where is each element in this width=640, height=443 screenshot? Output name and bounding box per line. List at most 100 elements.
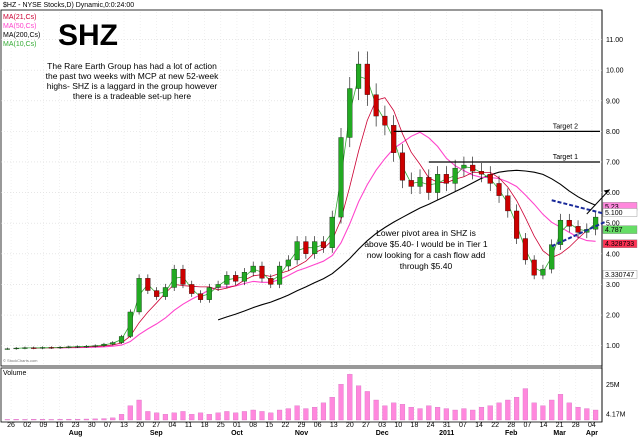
ticker-title: SHZ: [58, 19, 118, 52]
candle-body: [57, 347, 63, 349]
x-date-label: 18: [201, 422, 209, 429]
candle-body: [487, 174, 493, 184]
grid-layer: [1, 12, 602, 420]
volume-bar: [233, 412, 239, 421]
volume-bar: [443, 408, 449, 421]
volume-bar: [31, 418, 37, 421]
candle-body: [364, 63, 370, 95]
volume-bar: [487, 405, 493, 421]
candle-body: [461, 164, 467, 169]
candle-body: [13, 347, 19, 350]
price-tag-label: 3.330747: [605, 272, 634, 279]
volume-bar: [4, 419, 10, 421]
volume-bar: [101, 418, 107, 421]
candle-body: [259, 265, 265, 279]
y-tick-label: 1.00: [606, 343, 620, 350]
pattern-upper-trendline: [551, 199, 606, 215]
candle-body: [408, 180, 414, 187]
x-date-label: 25: [217, 422, 225, 429]
volume-bar: [136, 399, 142, 421]
volume-bar: [470, 409, 476, 421]
volume-bar: [189, 414, 195, 421]
candle-body: [426, 177, 432, 193]
volume-bar: [154, 412, 160, 421]
watermark: © StockCharts.com: [3, 358, 38, 363]
x-date-label: 14: [475, 422, 483, 429]
candle-body: [575, 226, 581, 233]
chart-header: $HZ - NYSE Stocks,D) Dynamic,0:0:24:00: [3, 2, 134, 9]
candle-body: [347, 88, 353, 138]
annotation-mid: Lower pivot area in SHZ is above $5.40- …: [364, 228, 488, 271]
volume-bar: [145, 411, 151, 421]
overlay-layer: Target 2 Target 1: [393, 123, 610, 248]
x-date-label: 14: [540, 422, 548, 429]
candle-body: [505, 195, 511, 212]
annotation-mid-line-1: Lower pivot area in SHZ is: [376, 228, 476, 238]
volume-bar: [224, 411, 230, 421]
candle-body: [303, 241, 309, 254]
x-date-label: 28: [507, 422, 515, 429]
x-month-label: Oct: [231, 430, 243, 437]
candle-body: [224, 275, 230, 285]
volume-bar: [57, 419, 63, 421]
breakout-arrow-shaft: [586, 189, 610, 215]
candle-body: [75, 346, 81, 348]
candle-layer: [4, 51, 599, 350]
volume-bar: [197, 412, 204, 421]
x-date-label: 06: [314, 422, 322, 429]
x-date-label: 04: [588, 422, 596, 429]
x-date-label: 02: [23, 422, 31, 429]
breakout-arrow-head: [603, 189, 610, 194]
candle-body: [162, 287, 168, 297]
ma50-line: [60, 131, 596, 349]
candle-body: [22, 347, 28, 349]
candle-body: [382, 115, 388, 126]
volume-bar: [39, 419, 46, 421]
annotation-mid-line-2: above $5.40- I would be in Tier 1: [364, 239, 488, 249]
x-date-label: 01: [233, 422, 241, 429]
candle-body: [356, 63, 362, 89]
candle-body: [171, 268, 177, 288]
annotation-mid-line-3: now looking for a cash flow add: [367, 250, 486, 260]
candle-body: [233, 275, 239, 282]
candle-body: [329, 216, 335, 248]
volume-layer: [4, 374, 599, 421]
volume-bar: [382, 405, 388, 421]
volume-bar: [13, 419, 19, 421]
candle-body: [593, 216, 599, 230]
candle-body: [557, 219, 564, 245]
pattern-lower-trendline: [551, 220, 607, 248]
price-tag-box: [602, 208, 638, 217]
candle-body: [417, 177, 423, 187]
candle-body: [531, 259, 537, 276]
volume-bar: [22, 419, 28, 421]
candle-body: [189, 284, 195, 294]
volume-bar: [118, 414, 125, 421]
x-date-label: 27: [152, 422, 160, 429]
target-label: Target 1: [553, 154, 578, 161]
volume-bar: [557, 394, 564, 421]
legend-ma200: MA(200,Cs): [3, 32, 40, 39]
volume-bar: [426, 405, 432, 421]
volume-bar: [329, 396, 335, 421]
x-date-label: 18: [411, 422, 419, 429]
volume-bar: [285, 408, 291, 421]
candle-body: [276, 265, 283, 285]
volume-bar: [320, 402, 327, 421]
volume-bar: [312, 406, 318, 421]
x-date-label: 22: [281, 422, 289, 429]
y-tick-label: 10.00: [606, 68, 624, 75]
volume-bar: [584, 408, 590, 421]
x-date-label: 29: [298, 422, 306, 429]
candle-body: [206, 287, 212, 300]
x-date-label: 20: [136, 422, 144, 429]
x-month-label: Dec: [376, 430, 389, 437]
legend-ma50: MA(50,Cs): [3, 23, 36, 30]
volume-bar: [505, 399, 511, 421]
candle-body: [145, 278, 151, 291]
x-date-label: 30: [88, 422, 96, 429]
volume-bar: [162, 414, 168, 421]
price-tag-box: [602, 225, 638, 234]
volume-tick-label: 4.17M: [606, 412, 626, 419]
x-date-label: 08: [249, 422, 257, 429]
